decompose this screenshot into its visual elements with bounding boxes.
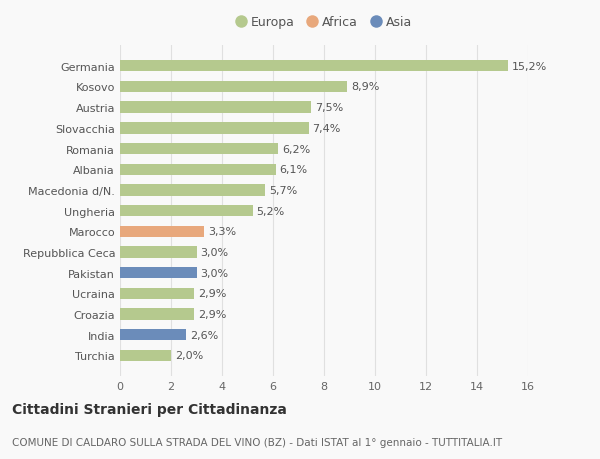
Bar xyxy=(120,82,347,93)
Text: 6,1%: 6,1% xyxy=(280,165,308,175)
Text: 3,0%: 3,0% xyxy=(200,247,229,257)
Text: 5,2%: 5,2% xyxy=(256,206,284,216)
Text: 15,2%: 15,2% xyxy=(511,62,547,72)
Bar xyxy=(120,164,275,175)
Legend: Europa, Africa, Asia: Europa, Africa, Asia xyxy=(232,12,416,33)
Bar xyxy=(120,206,253,217)
Bar xyxy=(120,61,508,72)
Text: 2,9%: 2,9% xyxy=(198,309,226,319)
Text: 2,9%: 2,9% xyxy=(198,289,226,299)
Text: COMUNE DI CALDARO SULLA STRADA DEL VINO (BZ) - Dati ISTAT al 1° gennaio - TUTTIT: COMUNE DI CALDARO SULLA STRADA DEL VINO … xyxy=(12,437,502,447)
Text: 8,9%: 8,9% xyxy=(351,82,379,92)
Bar xyxy=(120,268,197,279)
Text: 5,7%: 5,7% xyxy=(269,185,298,196)
Text: 7,4%: 7,4% xyxy=(313,123,341,134)
Text: 7,5%: 7,5% xyxy=(315,103,343,113)
Text: 3,0%: 3,0% xyxy=(200,268,229,278)
Bar xyxy=(120,288,194,299)
Text: 6,2%: 6,2% xyxy=(282,144,310,154)
Bar xyxy=(120,350,171,361)
Bar xyxy=(120,247,197,258)
Text: Cittadini Stranieri per Cittadinanza: Cittadini Stranieri per Cittadinanza xyxy=(12,402,287,416)
Text: 2,0%: 2,0% xyxy=(175,351,203,361)
Bar xyxy=(120,102,311,113)
Bar xyxy=(120,309,194,320)
Text: 2,6%: 2,6% xyxy=(190,330,218,340)
Bar xyxy=(120,185,265,196)
Bar xyxy=(120,330,187,341)
Bar xyxy=(120,144,278,155)
Text: 3,3%: 3,3% xyxy=(208,227,236,237)
Bar xyxy=(120,123,309,134)
Bar xyxy=(120,226,204,237)
